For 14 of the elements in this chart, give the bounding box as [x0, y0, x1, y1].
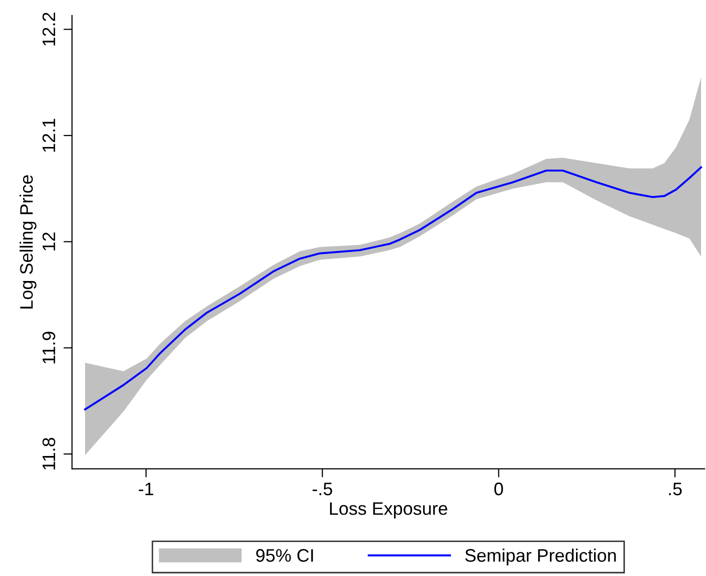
x-tick-label: -.5	[312, 482, 332, 496]
y-tick-label: 11.8	[42, 438, 56, 470]
x-tick-label: -1	[138, 482, 154, 496]
legend-label: 95% CI	[256, 549, 313, 562]
x-tick-label: .5	[669, 482, 682, 496]
y-axis-title: Log Selling Price	[20, 175, 36, 308]
legend-label: Semipar Prediction	[465, 548, 616, 566]
y-tick-label: 11.9	[42, 332, 56, 364]
x-axis-title: Loss Exposure	[330, 502, 448, 518]
y-tick-label: 12.2	[42, 12, 56, 46]
y-tick-label: 12	[42, 232, 56, 250]
y-tick-label: 12.1	[42, 118, 56, 152]
line-series	[84, 166, 702, 410]
x-tick-label: 0	[494, 482, 503, 496]
